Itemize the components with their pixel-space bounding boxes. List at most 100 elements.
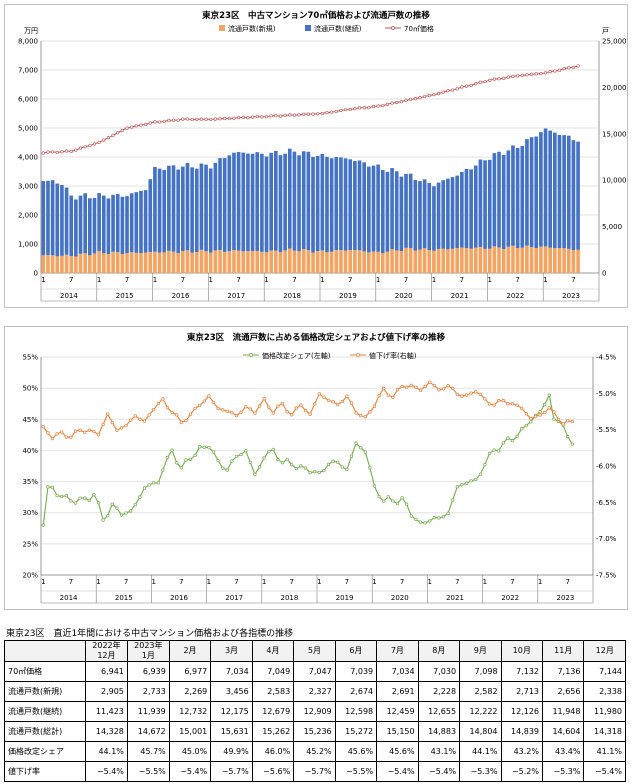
bar-new-listings [260,251,264,273]
bar-new-listings [343,250,348,273]
bar-continuing-listings [418,181,422,250]
share-point [487,451,492,456]
table-cell: 12,679 [251,701,295,722]
legend-swatch-continuing [305,25,311,31]
table-cell: 2,269 [168,681,212,702]
share-point [460,483,464,487]
bar-continuing-listings [353,160,357,251]
right-axis-tick: -7.5% [596,572,617,580]
bar-new-listings [357,250,362,273]
month-tick-label: 1 [264,276,268,284]
table-cell: 12,909 [293,701,336,722]
price-point [446,89,450,93]
left-axis-tick: 35% [22,478,38,486]
month-tick-label: 7 [455,578,459,586]
rate-point [349,401,354,405]
bar-continuing-listings [232,152,236,251]
bar-new-listings [55,256,60,273]
table-cell: 15,150 [376,721,419,742]
share-point [483,463,487,467]
table-row: 値下げ率 −5.4% −5.5% −5.4% −5.7% −5.6% −5.7% −5.5% −… [4,761,626,782]
table-cell: 43.4% [541,741,585,762]
share-point [515,434,519,439]
bar-new-listings [436,248,441,273]
price-point [320,111,324,116]
bar-continuing-listings [399,176,404,251]
rate-point [377,393,381,398]
share-point [92,492,96,497]
bar-continuing-listings [543,128,548,247]
table-cell: −5.4% [583,761,626,782]
bar-new-listings [301,249,306,273]
bar-continuing-listings [394,171,399,251]
bar-new-listings [441,248,446,273]
bar-new-listings [88,255,92,273]
bar-continuing-listings [566,135,571,249]
header-month: 12月 [97,651,116,660]
bar-continuing-listings [339,157,343,251]
table-cell: 11,939 [126,701,170,722]
bar-continuing-listings [101,195,106,254]
share-point [400,496,404,500]
share-point [538,409,542,414]
price-point [371,104,376,109]
share-point [313,470,317,474]
rate-point [524,412,528,416]
table-cell: 15,001 [168,721,212,742]
bar-new-listings [83,253,87,273]
table-cell: −5.4% [85,761,128,782]
bar-continuing-listings [455,175,459,249]
bar-new-listings [250,250,255,273]
bar-new-listings [283,250,287,273]
bar-continuing-listings [50,180,55,256]
summary-table-body: 2022年 12月 2023年 1月 2月 3月 4月 5月 6月 7月 8月 9月 10月 11月 12月… [4,640,626,782]
share-point [110,502,114,506]
rate-point [161,397,165,401]
right-axis-tick: 15,000 [602,130,627,138]
table-cell: 14,672 [126,721,170,742]
bar-new-listings [404,247,408,273]
rate-point [202,399,206,403]
price-point [539,71,543,76]
right-axis-tick: 25,000 [602,38,627,46]
bar-continuing-listings [194,168,199,253]
rate-point [437,388,441,392]
bar-continuing-listings [204,164,208,252]
month-tick-label: 7 [400,578,404,586]
table-cell: 12,598 [334,701,378,722]
share-point [506,436,510,440]
header-month: 11月 [554,646,573,655]
price-point [116,131,120,135]
rate-point [359,413,363,418]
rate-point [294,406,298,410]
share-point [50,485,55,489]
right-axis-tick: -5.5% [596,426,617,434]
share-point [257,465,262,469]
price-point [441,90,445,94]
bar-continuing-listings [255,152,260,251]
bar-new-listings [362,251,366,273]
bar-continuing-listings [120,196,125,255]
share-point [179,466,183,470]
share-point [524,423,528,428]
year-label: 2014 [60,594,78,602]
rate-point [78,428,82,432]
bar-new-listings [376,251,380,273]
share-point [455,485,459,489]
rate-point [313,402,317,406]
bar-continuing-listings [436,182,441,249]
month-tick-label: 1 [262,578,266,586]
price-point [395,100,399,105]
rate-point [211,400,216,404]
rate-point [46,431,50,435]
header-month: 9月 [473,646,487,655]
bar-continuing-listings [199,163,204,250]
table-cell: 43.1% [417,741,461,762]
bar-new-listings [97,250,101,273]
rate-point [340,399,344,404]
price-point [502,76,506,80]
bar-new-listings [534,248,539,273]
bar-continuing-listings [404,173,408,248]
bar-new-listings [473,247,478,273]
table-cell: 6,939 [126,661,170,682]
